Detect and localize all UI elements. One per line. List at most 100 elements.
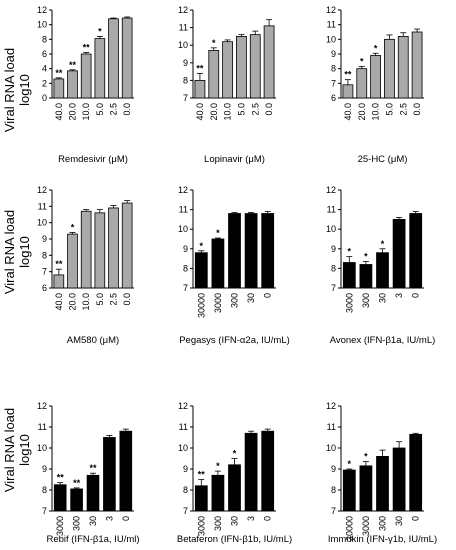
- y-tick-label: 10: [178, 224, 188, 234]
- bar: [80, 210, 92, 289]
- panel-1: 0 2 4 6 8 10 12 ** 40.0 ** 20.0 ** 10.0 * 5.0 2.5 0.0 Rem…: [37, 5, 134, 165]
- x-tick-label: 0: [263, 516, 273, 521]
- y-tick-label: 11: [179, 422, 188, 432]
- x-tick-label: 20.0: [209, 103, 219, 121]
- y-tick-label: 11: [327, 205, 336, 215]
- y-tick-label: 9: [42, 234, 47, 244]
- bar: [261, 213, 275, 289]
- x-axis-label: AM580 (μM): [67, 335, 119, 346]
- panel-4: 6 7 8 9 10 11 12 ** 40.0 * 20.0 10.0 5.0 2.5 0.0 AM580 …: [37, 185, 134, 346]
- y-tick-label: 8: [42, 250, 47, 260]
- x-tick-label: 5.0: [236, 103, 246, 116]
- x-tick-label: 20.0: [357, 103, 367, 121]
- x-tick-label: 0.0: [264, 103, 274, 116]
- significance-label: **: [198, 470, 206, 480]
- y-tick-label: 9: [331, 464, 336, 474]
- y-tick-label: 12: [178, 5, 188, 15]
- x-tick-label: 0.0: [412, 103, 422, 116]
- y-tick-label: 9: [183, 58, 188, 68]
- bar: [228, 213, 241, 289]
- significance-label: **: [83, 43, 91, 53]
- bar: [67, 70, 78, 99]
- y-tick-label: 10: [178, 443, 188, 453]
- bar: [211, 238, 225, 289]
- bar: [409, 433, 423, 512]
- bar: [228, 464, 241, 512]
- y-tick-label: 11: [38, 422, 47, 432]
- x-tick-label: 3000: [344, 293, 354, 313]
- significance-label: **: [73, 478, 81, 488]
- y-tick-label: 7: [331, 283, 336, 293]
- y-tick-label: 7: [183, 506, 188, 516]
- x-tick-label: 30: [394, 516, 404, 526]
- x-tick-label: 0.0: [122, 293, 132, 306]
- row-1-ylabel-main: Viral RNA load: [2, 48, 17, 132]
- significance-label: *: [233, 449, 237, 459]
- bar: [342, 262, 356, 289]
- x-tick-label: 300: [230, 293, 240, 308]
- x-tick-label: 30: [378, 293, 388, 303]
- panel-2: 7 8 9 10 11 12 ** 40.0 * 20.0 10.0 5.0 2.5 0.0 Lopinav…: [178, 5, 276, 165]
- x-tick-label: 300: [361, 293, 371, 308]
- y-tick-label: 9: [42, 464, 47, 474]
- y-tick-label: 0: [42, 93, 47, 103]
- x-tick-label: 0.0: [122, 103, 132, 116]
- y-tick-label: 7: [42, 267, 47, 277]
- y-tick-label: 11: [327, 422, 336, 432]
- x-tick-label: 2.5: [250, 103, 260, 116]
- x-tick-label: 3: [394, 293, 404, 298]
- bar: [108, 18, 119, 99]
- bar: [86, 474, 100, 512]
- significance-label: *: [212, 38, 216, 48]
- x-tick-label: 20.0: [68, 103, 78, 121]
- x-tick-label: 30: [246, 293, 256, 303]
- y-tick-label: 12: [326, 185, 336, 195]
- bar: [53, 484, 67, 512]
- y-tick-label: 12: [37, 185, 47, 195]
- significance-label: **: [69, 60, 77, 70]
- y-tick-label: 8: [42, 34, 47, 44]
- x-tick-label: 30000: [196, 293, 206, 318]
- significance-label: **: [196, 63, 204, 73]
- significance-label: *: [200, 241, 204, 251]
- bar: [370, 55, 381, 99]
- y-tick-label: 9: [331, 244, 336, 254]
- x-tick-label: 2.5: [398, 103, 408, 116]
- x-tick-label: 3000: [196, 516, 206, 536]
- bar: [376, 455, 389, 512]
- bar: [244, 432, 258, 512]
- x-tick-label: 3000: [213, 293, 223, 313]
- x-tick-label: 300: [72, 516, 82, 531]
- bar: [103, 437, 116, 512]
- y-tick-label: 6: [331, 93, 336, 103]
- x-tick-label: 30: [88, 516, 98, 526]
- y-tick-label: 6: [42, 283, 47, 293]
- row-2-ylabel-main: Viral RNA load: [2, 210, 17, 294]
- bar: [108, 207, 119, 289]
- bar: [119, 430, 133, 512]
- significance-label: *: [381, 239, 385, 249]
- row-3-ylabel-unit: log10: [17, 434, 32, 466]
- y-tick-label: 8: [331, 64, 336, 74]
- significance-label: **: [57, 473, 65, 483]
- bar: [53, 274, 65, 289]
- x-tick-label: 10.0: [223, 103, 233, 121]
- y-tick-label: 6: [42, 49, 47, 59]
- x-axis-label: Rebif (IFN-β1a, IU/ml): [46, 534, 139, 545]
- bar: [359, 264, 373, 289]
- bar: [194, 485, 208, 512]
- y-tick-label: 9: [183, 244, 188, 254]
- significance-label: *: [348, 459, 352, 469]
- bar: [208, 50, 220, 99]
- y-tick-label: 12: [178, 401, 188, 411]
- x-tick-label: 0: [411, 293, 421, 298]
- significance-label: *: [348, 247, 352, 257]
- y-tick-label: 12: [178, 185, 188, 195]
- bar: [356, 68, 368, 99]
- y-tick-label: 10: [326, 224, 336, 234]
- x-tick-label: 10.0: [371, 103, 381, 121]
- x-tick-label: 20.0: [68, 293, 78, 311]
- bar: [392, 218, 406, 289]
